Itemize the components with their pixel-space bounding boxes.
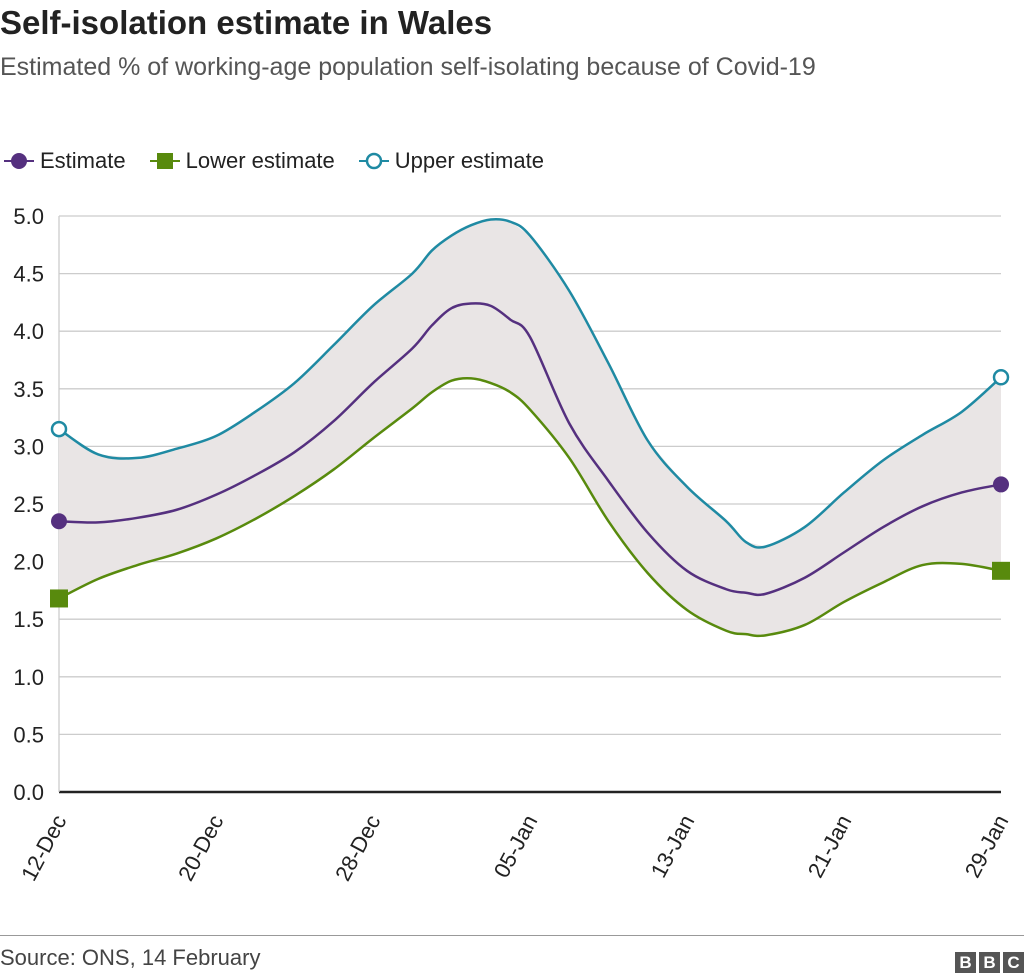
y-tick-label: 4.0 bbox=[13, 319, 44, 344]
lower-estimate-endpoint-marker bbox=[50, 589, 68, 608]
x-tick-label: 21-Jan bbox=[803, 811, 857, 882]
y-tick-label: 1.5 bbox=[13, 607, 44, 632]
chart-title: Self-isolation estimate in Wales bbox=[0, 4, 493, 41]
legend-item-estimate: Estimate bbox=[4, 148, 126, 174]
x-tick-label: 05-Jan bbox=[489, 811, 543, 882]
y-tick-label: 0.5 bbox=[13, 722, 44, 747]
x-tick-label: 29-Jan bbox=[960, 811, 1014, 882]
x-tick-label: 28-Dec bbox=[330, 811, 385, 885]
y-tick-label: 2.5 bbox=[13, 492, 44, 517]
legend-label: Upper estimate bbox=[394, 148, 544, 173]
x-tick-label: 12-Dec bbox=[16, 811, 71, 885]
estimate-endpoint-marker bbox=[993, 476, 1009, 493]
y-tick-label: 3.5 bbox=[13, 377, 44, 402]
estimate-endpoint-marker bbox=[51, 513, 67, 530]
logo-letter: B bbox=[955, 952, 976, 973]
series-line-1 bbox=[58, 377, 1002, 638]
series-line-0 bbox=[58, 302, 1002, 597]
y-tick-label: 4.5 bbox=[13, 262, 44, 287]
y-tick-label: 0.0 bbox=[13, 780, 44, 805]
source-note: Source: ONS, 14 February bbox=[0, 945, 261, 970]
x-tick-label: 20-Dec bbox=[173, 811, 228, 885]
y-tick-label: 5.0 bbox=[13, 204, 44, 229]
y-tick-label: 1.0 bbox=[13, 665, 44, 690]
estimate-marker-icon bbox=[4, 153, 34, 169]
lower-estimate-endpoint-marker bbox=[992, 561, 1010, 580]
uncertainty-band bbox=[59, 219, 1001, 636]
y-tick-label: 3.0 bbox=[13, 434, 44, 459]
legend-item-upper-estimate: Upper estimate bbox=[358, 148, 544, 174]
lower-estimate-marker-icon bbox=[149, 153, 180, 169]
footer-divider bbox=[0, 935, 1024, 936]
chart-plot: 0.0 0.5 1.0 1.5 2.0 2.5 3.0 3.5 4.0 4.5 5.0 12-Dec 2… bbox=[13, 204, 1014, 885]
series-line-2 bbox=[58, 217, 1002, 549]
x-tick-label: 13-Jan bbox=[646, 811, 700, 882]
logo-letter: B bbox=[979, 952, 1000, 973]
bbc-logo: B B C bbox=[955, 952, 1024, 973]
legend: Estimate Lower estimate Upper estimate bbox=[4, 148, 544, 174]
legend-item-lower-estimate: Lower estimate bbox=[149, 148, 335, 174]
y-tick-label: 2.0 bbox=[13, 550, 44, 575]
upper-estimate-endpoint-marker bbox=[50, 420, 68, 438]
upper-estimate-marker-icon bbox=[358, 152, 389, 170]
upper-estimate-endpoint-marker bbox=[992, 369, 1010, 386]
chart-subtitle: Estimated % of working-age population se… bbox=[0, 53, 816, 81]
logo-letter: C bbox=[1003, 952, 1024, 973]
legend-label: Estimate bbox=[40, 148, 126, 173]
legend-label: Lower estimate bbox=[185, 148, 335, 173]
